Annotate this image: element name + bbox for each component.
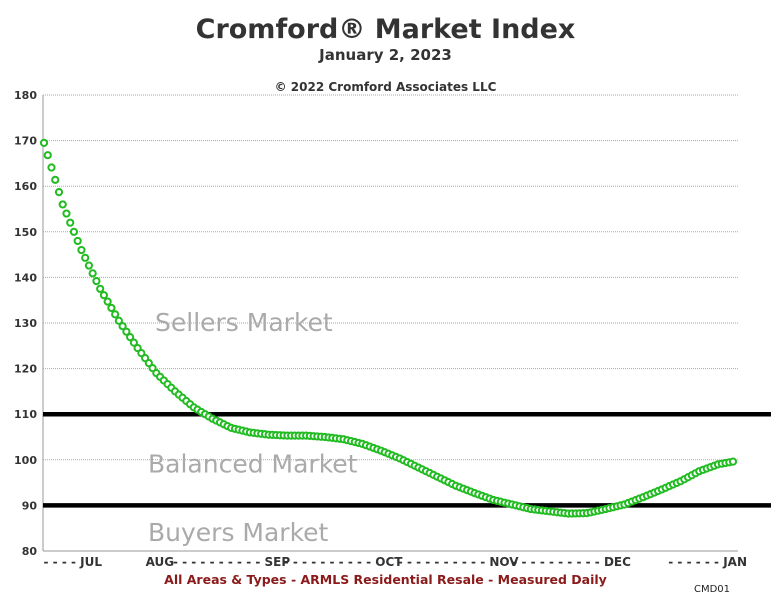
- data-point: [66, 218, 75, 227]
- y-tick-label: 170: [14, 135, 37, 148]
- region-label: Buyers Market: [148, 518, 329, 547]
- data-point: [88, 269, 97, 278]
- data-point: [141, 354, 150, 363]
- y-tick-label: 130: [14, 317, 37, 330]
- y-tick-label: 120: [14, 363, 37, 376]
- x-tick-label: - - - - - - - - - - OCT: [284, 555, 404, 569]
- chart-title: Cromford® Market Index: [195, 14, 576, 45]
- data-point: [77, 245, 86, 255]
- data-point: [99, 291, 109, 300]
- x-tick-label: - - - - - - - - - - NOV: [398, 555, 520, 569]
- chart-copyright: © 2022 Cromford Associates LLC: [274, 80, 497, 94]
- data-point: [728, 457, 738, 466]
- series-markers: [39, 138, 738, 518]
- data-point: [54, 188, 64, 197]
- region-labels: Sellers Market Balanced Market Buyers Mark…: [148, 308, 358, 547]
- x-tick-label: - - - - JUL: [44, 555, 103, 569]
- y-tick-label: 80: [22, 545, 38, 558]
- data-point: [148, 364, 157, 373]
- y-axis: 80 90 100 110 120 130 140 150 160 170 180: [14, 89, 44, 558]
- data-point: [133, 343, 142, 353]
- data-point: [69, 227, 79, 236]
- data-point: [51, 175, 60, 184]
- data-point: [126, 333, 135, 342]
- data-point: [47, 163, 56, 172]
- grid: [43, 94, 738, 506]
- y-tick-label: 150: [14, 226, 37, 239]
- threshold-lines: [43, 411, 771, 508]
- data-point: [107, 303, 116, 313]
- chart-code: CMD01: [694, 584, 731, 595]
- data-point: [58, 200, 67, 209]
- region-label: Balanced Market: [148, 449, 358, 478]
- data-point: [73, 236, 82, 246]
- x-tick-label: - - - - - - - - - - DEC: [512, 555, 631, 569]
- data-point: [114, 316, 123, 325]
- data-point: [96, 284, 105, 293]
- x-tick-label: - - - - - - JAN: [668, 555, 747, 569]
- y-tick-label: 100: [14, 454, 37, 467]
- data-point: [84, 261, 94, 270]
- data-point: [129, 338, 138, 347]
- y-tick-label: 160: [14, 180, 37, 193]
- data-point: [92, 276, 101, 286]
- data-point: [62, 209, 71, 218]
- chart-footer: All Areas & Types - ARMLS Residential Re…: [164, 572, 607, 587]
- x-tick-label: AUG: [146, 555, 175, 569]
- data-point: [103, 297, 112, 306]
- y-tick-label: 140: [14, 271, 37, 284]
- y-tick-label: 90: [22, 499, 38, 512]
- data-point: [137, 348, 146, 358]
- chart-subtitle: January 2, 2023: [319, 46, 452, 64]
- data-point: [81, 253, 90, 262]
- data-point: [43, 151, 52, 160]
- data-point: [111, 310, 120, 319]
- data-point: [118, 322, 127, 331]
- y-tick-label: 180: [14, 89, 37, 102]
- data-point: [122, 327, 131, 336]
- x-axis: - - - - JUL AUG- - - - - - - - - - SEP- -…: [43, 550, 747, 569]
- y-tick-label: 110: [14, 408, 37, 421]
- data-point: [39, 138, 49, 147]
- x-tick-label: - - - - - - - - - - SEP: [173, 555, 290, 569]
- data-point: [144, 359, 153, 368]
- region-label: Sellers Market: [155, 308, 333, 337]
